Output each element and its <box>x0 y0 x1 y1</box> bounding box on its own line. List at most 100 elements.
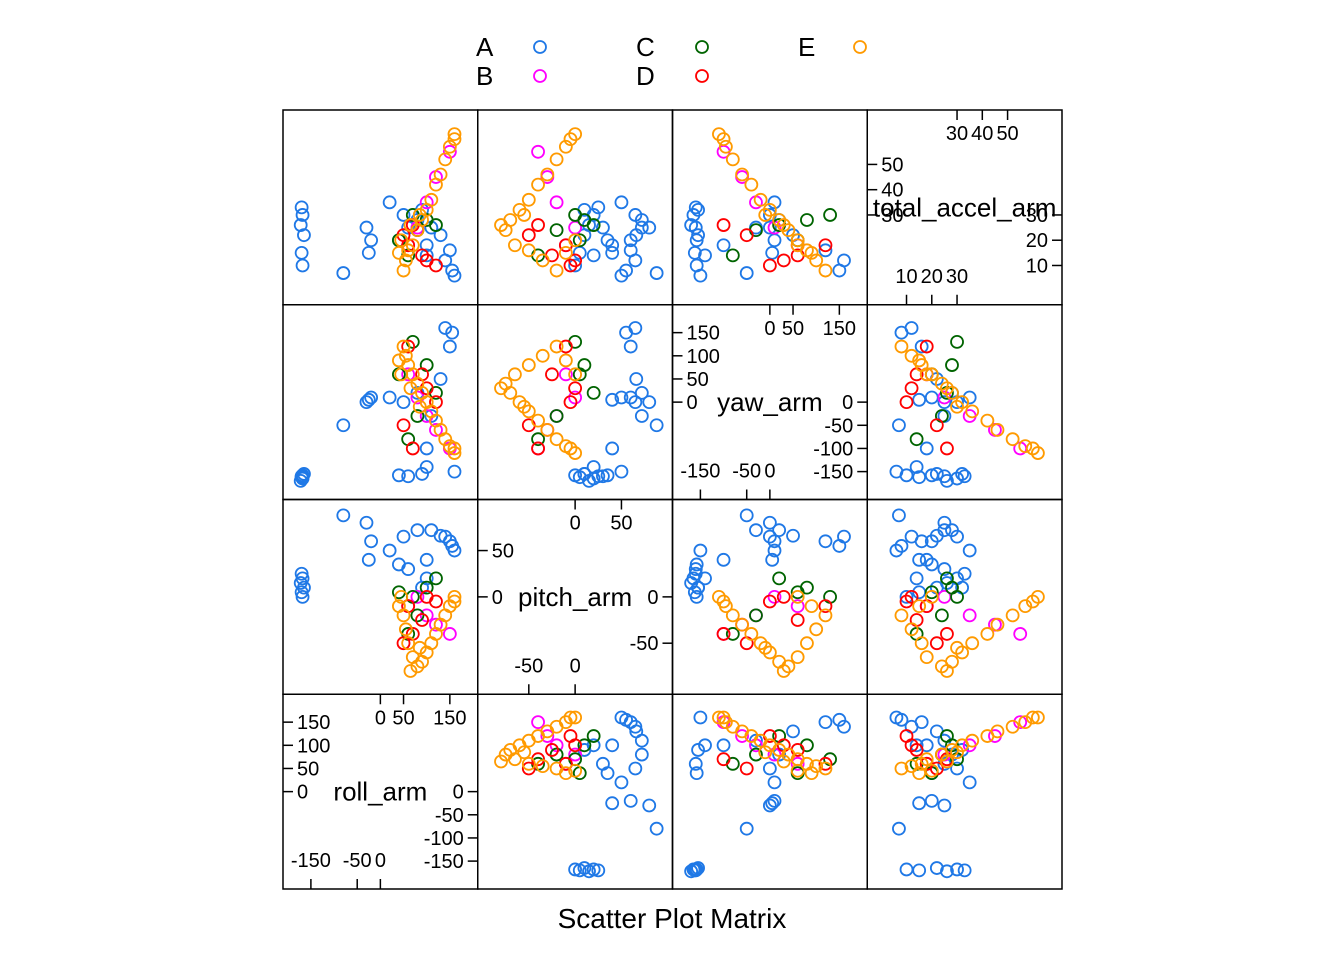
point-E <box>517 399 532 414</box>
point-E <box>924 589 939 604</box>
point-A <box>698 571 712 586</box>
point-E <box>512 395 527 410</box>
panel-total_accel_arm-vs-pitch_arm <box>477 109 674 306</box>
point-A <box>739 821 754 836</box>
point-E <box>398 348 413 363</box>
point-A <box>605 392 620 407</box>
point-D <box>415 613 429 627</box>
point-A <box>691 861 705 875</box>
point-A <box>577 467 592 481</box>
point-A <box>364 233 379 248</box>
diag-tick-label: -50 <box>343 850 372 872</box>
point-E <box>790 238 805 253</box>
point-E <box>433 617 448 632</box>
point-E <box>394 589 409 604</box>
point-E <box>521 733 536 748</box>
panel-pitch_arm-vs-yaw_arm <box>671 498 868 695</box>
diag-tick-label: 50 <box>492 541 514 563</box>
point-C <box>800 213 814 227</box>
point-A <box>912 392 927 407</box>
point-D <box>568 738 583 753</box>
point-C <box>940 729 954 743</box>
point-C <box>725 627 740 641</box>
diag-tick-label: 50 <box>297 758 319 780</box>
point-B <box>767 589 782 604</box>
point-B <box>735 729 749 743</box>
point-A <box>765 552 780 567</box>
point-A <box>955 467 969 481</box>
point-C <box>549 747 564 762</box>
diag-tick-label: 30 <box>1026 205 1048 227</box>
point-E <box>804 599 819 614</box>
point-A <box>649 266 664 280</box>
point-A <box>912 552 927 567</box>
point-D <box>563 395 578 410</box>
point-A <box>786 724 800 739</box>
point-E <box>735 617 749 632</box>
point-E <box>912 353 927 368</box>
point-A <box>691 743 705 757</box>
point-A <box>693 543 708 558</box>
point-C <box>410 608 425 623</box>
point-C <box>909 432 924 447</box>
point-C <box>586 385 601 400</box>
point-A <box>937 798 952 813</box>
point-E <box>772 743 787 757</box>
point-A <box>937 562 952 576</box>
point-A <box>899 862 914 877</box>
point-A <box>691 580 705 595</box>
point-B <box>1013 715 1028 730</box>
point-E <box>531 413 545 428</box>
point-E <box>776 754 791 769</box>
point-A <box>634 747 649 762</box>
point-A <box>295 468 310 483</box>
point-A <box>295 208 310 222</box>
point-E <box>563 132 578 147</box>
point-E <box>924 367 939 382</box>
point-A <box>698 738 712 753</box>
point-A <box>832 263 847 278</box>
diag-tick-label: 10 <box>895 266 917 288</box>
diag-tick-label: -50 <box>824 415 853 437</box>
point-A <box>600 468 615 483</box>
point-E <box>403 664 418 678</box>
diag-tick-label: 0 <box>687 392 698 414</box>
point-A <box>382 195 397 210</box>
point-E <box>940 664 954 678</box>
point-E <box>776 218 791 232</box>
point-A <box>442 339 457 354</box>
point-E <box>394 233 409 248</box>
point-A <box>614 268 629 283</box>
point-E <box>403 218 418 232</box>
point-A <box>419 441 434 456</box>
point-E <box>940 381 954 396</box>
point-B <box>410 589 425 604</box>
point-A <box>786 528 800 543</box>
point-E <box>716 594 731 609</box>
panel-yaw_arm-vs-roll_arm <box>282 304 479 501</box>
point-A <box>297 228 311 243</box>
diag-tick-label: 0 <box>764 461 775 483</box>
point-A <box>962 775 977 790</box>
point-C <box>924 585 939 600</box>
point-A <box>438 321 453 335</box>
point-D <box>716 627 731 641</box>
legend-label-B: B <box>476 61 493 91</box>
point-A <box>767 233 782 248</box>
point-E <box>1025 594 1040 609</box>
diag-tick-label: 0 <box>492 587 503 609</box>
point-A <box>909 460 924 474</box>
point-A <box>716 738 731 753</box>
point-A <box>619 325 633 340</box>
point-A <box>818 715 833 730</box>
point-E <box>894 761 909 776</box>
point-D <box>419 253 434 268</box>
diag-tick-label: 0 <box>570 655 581 677</box>
point-E <box>725 152 740 167</box>
point-D <box>818 756 833 771</box>
point-D <box>531 218 545 232</box>
point-C <box>749 747 763 762</box>
